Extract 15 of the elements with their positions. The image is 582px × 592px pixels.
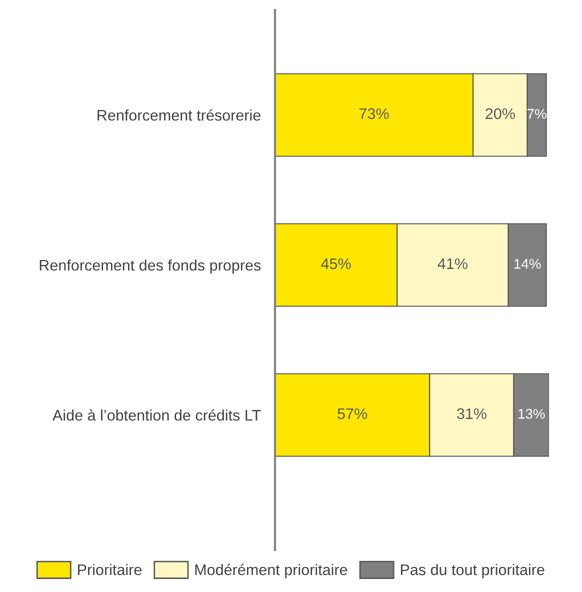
y-tick-label: Renforcement des fonds propres <box>40 259 261 274</box>
data-label: 13% <box>518 408 545 419</box>
data-label: 14% <box>514 258 541 269</box>
data-label: 45% <box>321 258 351 270</box>
legend-label: Modérément prioritaire <box>195 564 348 578</box>
y-tick-label: Aide à l’obtention de crédits LT <box>52 409 261 421</box>
data-label: 41% <box>438 258 468 270</box>
legend-label: Prioritaire <box>78 564 142 576</box>
legend-label: Pas du tout prioritaire <box>400 564 544 578</box>
data-label: 20% <box>486 108 515 120</box>
data-label: 73% <box>360 108 389 120</box>
data-label: 57% <box>338 408 368 420</box>
data-label: 7% <box>527 108 546 119</box>
y-tick-label: Renforcement trésorerie <box>98 109 260 121</box>
data-label: 31% <box>456 408 486 420</box>
